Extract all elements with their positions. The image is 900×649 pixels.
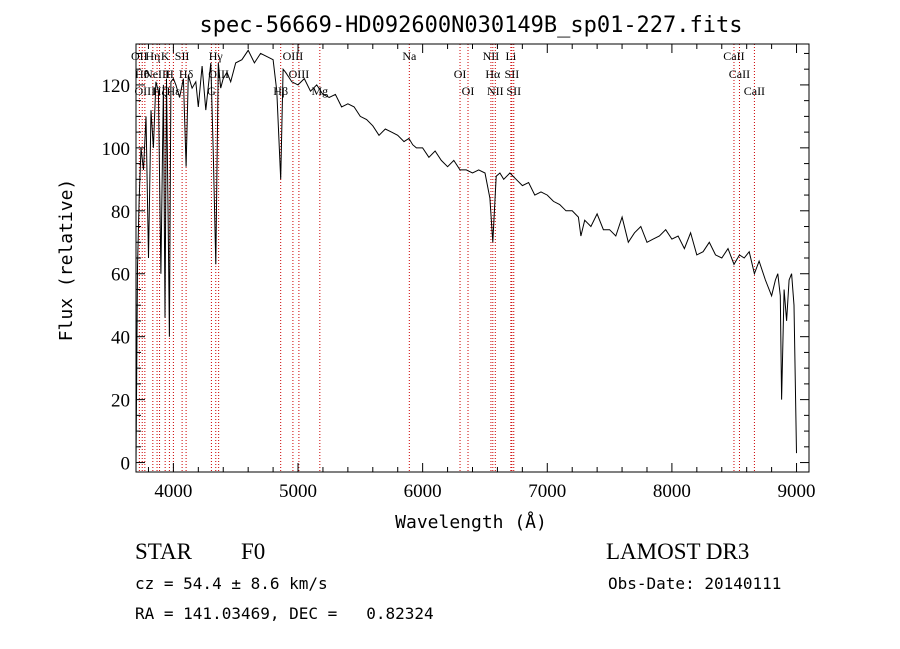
y-axis-label: Flux (relative) (56, 179, 77, 342)
obs-date: Obs-Date: 20140111 (608, 574, 782, 593)
line-marker-label-12: Hγ (209, 49, 224, 63)
line-marker-label-29: CaII (744, 84, 765, 98)
line-marker-label-27: CaII (723, 49, 744, 63)
line-marker-label-5: Hζ (153, 84, 167, 98)
y-tick-label-2: 40 (111, 328, 130, 349)
object-class: STAR (135, 539, 192, 564)
x-tick-label-1: 5000 (279, 481, 317, 502)
line-marker-label-7: H (165, 67, 174, 81)
line-marker-label-23: NII (487, 84, 504, 98)
y-tick-label-5: 100 (102, 139, 131, 160)
axis-ticks: 4000 5000 6000 7000 8000 9000 0 20 40 60 80 100 120 (102, 44, 816, 502)
line-marker-label-18: Na (402, 49, 417, 63)
line-marker-label-10: Hδ (179, 67, 194, 81)
redshift-readout: cz = 54.4 ± 8.6 km/s (135, 574, 328, 593)
coordinates: RA = 141.03469, DEC = 0.82324 (135, 604, 434, 623)
line-marker-label-9: SII (175, 49, 190, 63)
y-tick-label-1: 20 (111, 391, 130, 412)
object-subclass: F0 (241, 539, 266, 564)
survey-name: LAMOST DR3 (606, 539, 750, 564)
line-marker-label-28: CaII (729, 67, 750, 81)
plot-frame (135, 43, 810, 473)
y-tick-label-4: 80 (111, 202, 130, 223)
line-marker-label-22: Hα (485, 67, 501, 81)
line-marker-label-1: Hθ (135, 67, 150, 81)
x-tick-label-0: 4000 (154, 481, 192, 502)
x-tick-label-2: 6000 (404, 481, 442, 502)
line-marker-label-24: Li (506, 49, 517, 63)
line-marker-label-14: Hβ (273, 84, 288, 98)
line-marker-label-4: NeIII (144, 67, 170, 81)
line-marker-label-6: K (161, 49, 170, 63)
line-markers (138, 44, 755, 472)
line-marker-label-20: OI (462, 84, 475, 98)
line-labels: OIIHθOIIIHηNeIIIHζKHHεSIIHδGHγOIIIHβOIII… (131, 49, 765, 98)
x-axis-label: Wavelength (Å) (395, 511, 547, 533)
line-marker-label-3: Hη (145, 49, 160, 63)
spectrum-series-line (135, 49, 797, 466)
y-tick-label-3: 60 (111, 265, 130, 286)
line-marker-label-26: SII (506, 84, 521, 98)
line-marker-label-2: OIII (135, 84, 156, 98)
line-marker-label-15: OIII (283, 49, 304, 63)
x-tick-label-4: 8000 (653, 481, 691, 502)
line-marker-label-0: OII (131, 49, 148, 63)
y-tick-label-6: 120 (102, 76, 131, 97)
line-marker-label-19: OI (454, 67, 467, 81)
chart-title: spec-56669-HD092600N030149B_sp01-227.fit… (199, 13, 742, 38)
line-marker-label-16: OIII (289, 67, 310, 81)
line-marker-label-21: NII (483, 49, 500, 63)
x-tick-label-3: 7000 (528, 481, 566, 502)
y-tick-label-0: 0 (121, 454, 131, 475)
line-marker-label-25: SII (505, 67, 520, 81)
x-tick-label-5: 9000 (778, 481, 816, 502)
